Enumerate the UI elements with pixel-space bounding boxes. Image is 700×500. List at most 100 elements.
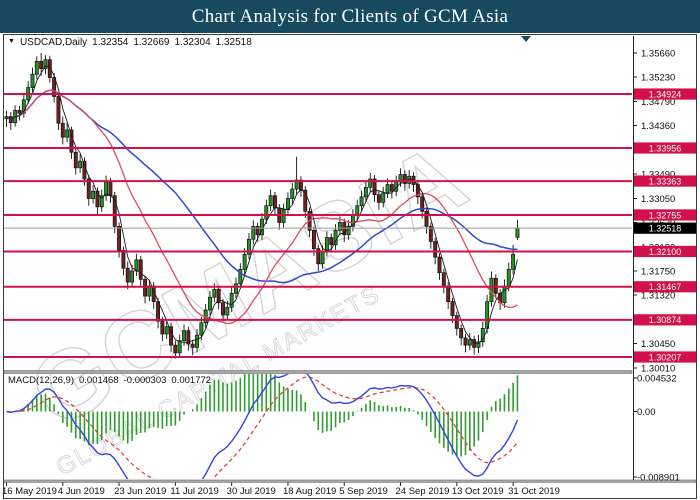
- low-value: 1.32304: [174, 37, 211, 48]
- bear-candle-body: [52, 77, 57, 97]
- bull-candle-body: [467, 339, 472, 346]
- macd-indicator-header: MACD(12,26,9) 0.001468 -0.000303 0.00177…: [8, 375, 211, 386]
- date-tick-label: 4 Jun 2019: [58, 486, 105, 497]
- macd-main-value: 0.001468: [79, 375, 119, 386]
- macd-signal-line: [6, 376, 518, 479]
- macd-histogram-layer: [10, 374, 519, 457]
- price-level-badge-bg: [634, 88, 696, 100]
- bull-candle-body: [290, 188, 295, 199]
- price-tick-label: 1.35230: [641, 72, 675, 83]
- price-level-badge-bg: [634, 175, 696, 187]
- bear-candle-body: [389, 184, 394, 192]
- bear-candle-body: [450, 301, 455, 316]
- bull-candle-body: [337, 222, 342, 231]
- bear-candle-body: [169, 326, 173, 346]
- bear-candle-body: [125, 267, 130, 283]
- bull-candle-body: [65, 129, 70, 138]
- bear-candle-body: [463, 337, 468, 346]
- bull-candle-body: [30, 73, 35, 88]
- bear-candle-body: [216, 289, 221, 304]
- bottom-separator: [3, 479, 697, 483]
- price-tick-label: 1.31320: [641, 290, 675, 301]
- scroll-end-marker-icon: [521, 36, 531, 42]
- price-level-badge-bg: [634, 209, 696, 221]
- bull-candle-body: [385, 184, 390, 194]
- bull-candle-body: [164, 326, 169, 335]
- bear-candle-body: [316, 248, 321, 265]
- bull-candle-body: [381, 192, 386, 203]
- bear-candle-body: [47, 59, 52, 78]
- price-tick-label: 1.34360: [641, 121, 675, 132]
- bear-candle-body: [39, 61, 44, 69]
- symbol-dropdown-icon[interactable]: ▼: [8, 38, 15, 45]
- bull-candle-body: [264, 205, 269, 220]
- bull-candle-body: [212, 289, 217, 298]
- bull-candle-body: [281, 209, 286, 223]
- bull-candle-body: [320, 251, 325, 265]
- bear-candle-body: [95, 190, 100, 208]
- bear-candle-body: [311, 229, 316, 250]
- price-level-badge-text: 1.33363: [649, 176, 682, 186]
- bear-candle-body: [273, 195, 277, 209]
- macd-axis-label: -0.008901: [637, 472, 680, 483]
- bull-candle-body: [363, 187, 368, 198]
- bear-candle-body: [186, 330, 191, 345]
- chart-ohlc-header: ▼ USDCAD,Daily 1.32354 1.32669 1.32304 1…: [8, 37, 252, 48]
- bull-candle-body: [195, 334, 199, 348]
- close-value: 1.32518: [215, 37, 252, 48]
- price-level-badge-text: 1.30874: [649, 315, 682, 325]
- date-tick-label: 18 Aug 2019: [283, 486, 336, 497]
- bear-candle-body: [73, 151, 78, 169]
- main-plot-area: [4, 53, 520, 359]
- price-tick-label: 1.33050: [641, 194, 675, 205]
- bull-candle-body: [476, 341, 481, 348]
- bear-candle-body: [60, 122, 65, 138]
- price-level-badge-bg: [634, 245, 696, 258]
- date-tick-label: 30 Jul 2019: [227, 486, 276, 497]
- bear-candle-body: [221, 302, 225, 316]
- bull-candle-body: [182, 330, 186, 342]
- macd-main-line: [6, 374, 519, 479]
- bear-candle-body: [255, 226, 260, 236]
- price-level-badge-text: 1.34924: [649, 89, 682, 99]
- bull-candle-body: [359, 196, 364, 207]
- bear-candle-body: [329, 237, 334, 246]
- price-level-badge-text: 1.32755: [649, 210, 682, 220]
- bull-candle-body: [99, 195, 104, 208]
- bear-candle-body: [459, 328, 464, 339]
- bear-candle-body: [433, 241, 438, 258]
- bear-candle-body: [69, 129, 74, 153]
- bear-candle-body: [56, 96, 61, 124]
- bull-candle-body: [78, 160, 83, 169]
- bear-candle-body: [173, 344, 178, 354]
- price-level-badge-text: 1.33956: [649, 143, 682, 153]
- bear-candle-body: [117, 226, 122, 251]
- bull-candle-body: [247, 238, 251, 255]
- bull-candle-body: [324, 237, 329, 252]
- date-tick-label: 11 Jul 2019: [170, 486, 218, 497]
- panel-separator: [3, 370, 633, 374]
- bull-candle-body: [506, 268, 511, 287]
- bull-candle-body: [251, 226, 256, 240]
- current-price-badge-bg: [634, 222, 696, 234]
- date-tick-label: 13 Oct 2019: [452, 486, 504, 497]
- price-tick-label: 1.30010: [641, 363, 675, 374]
- bear-candle-body: [454, 315, 459, 329]
- bear-candle-body: [160, 320, 165, 335]
- bull-candle-body: [199, 322, 204, 336]
- bear-candle-body: [121, 250, 126, 269]
- bear-candle-body: [82, 160, 87, 180]
- bull-candle-body: [268, 195, 273, 207]
- bull-candle-body: [229, 292, 234, 308]
- bull-candle-body: [502, 285, 507, 304]
- bear-candle-body: [402, 174, 407, 184]
- price-tick-label: 1.33490: [641, 169, 675, 180]
- bear-candle-body: [108, 181, 113, 197]
- bull-candle-body: [208, 296, 212, 311]
- bull-candle-body: [91, 190, 96, 199]
- bear-candle-body: [138, 259, 143, 280]
- bear-candle-body: [424, 210, 429, 227]
- price-tick-label: 1.31750: [641, 266, 675, 277]
